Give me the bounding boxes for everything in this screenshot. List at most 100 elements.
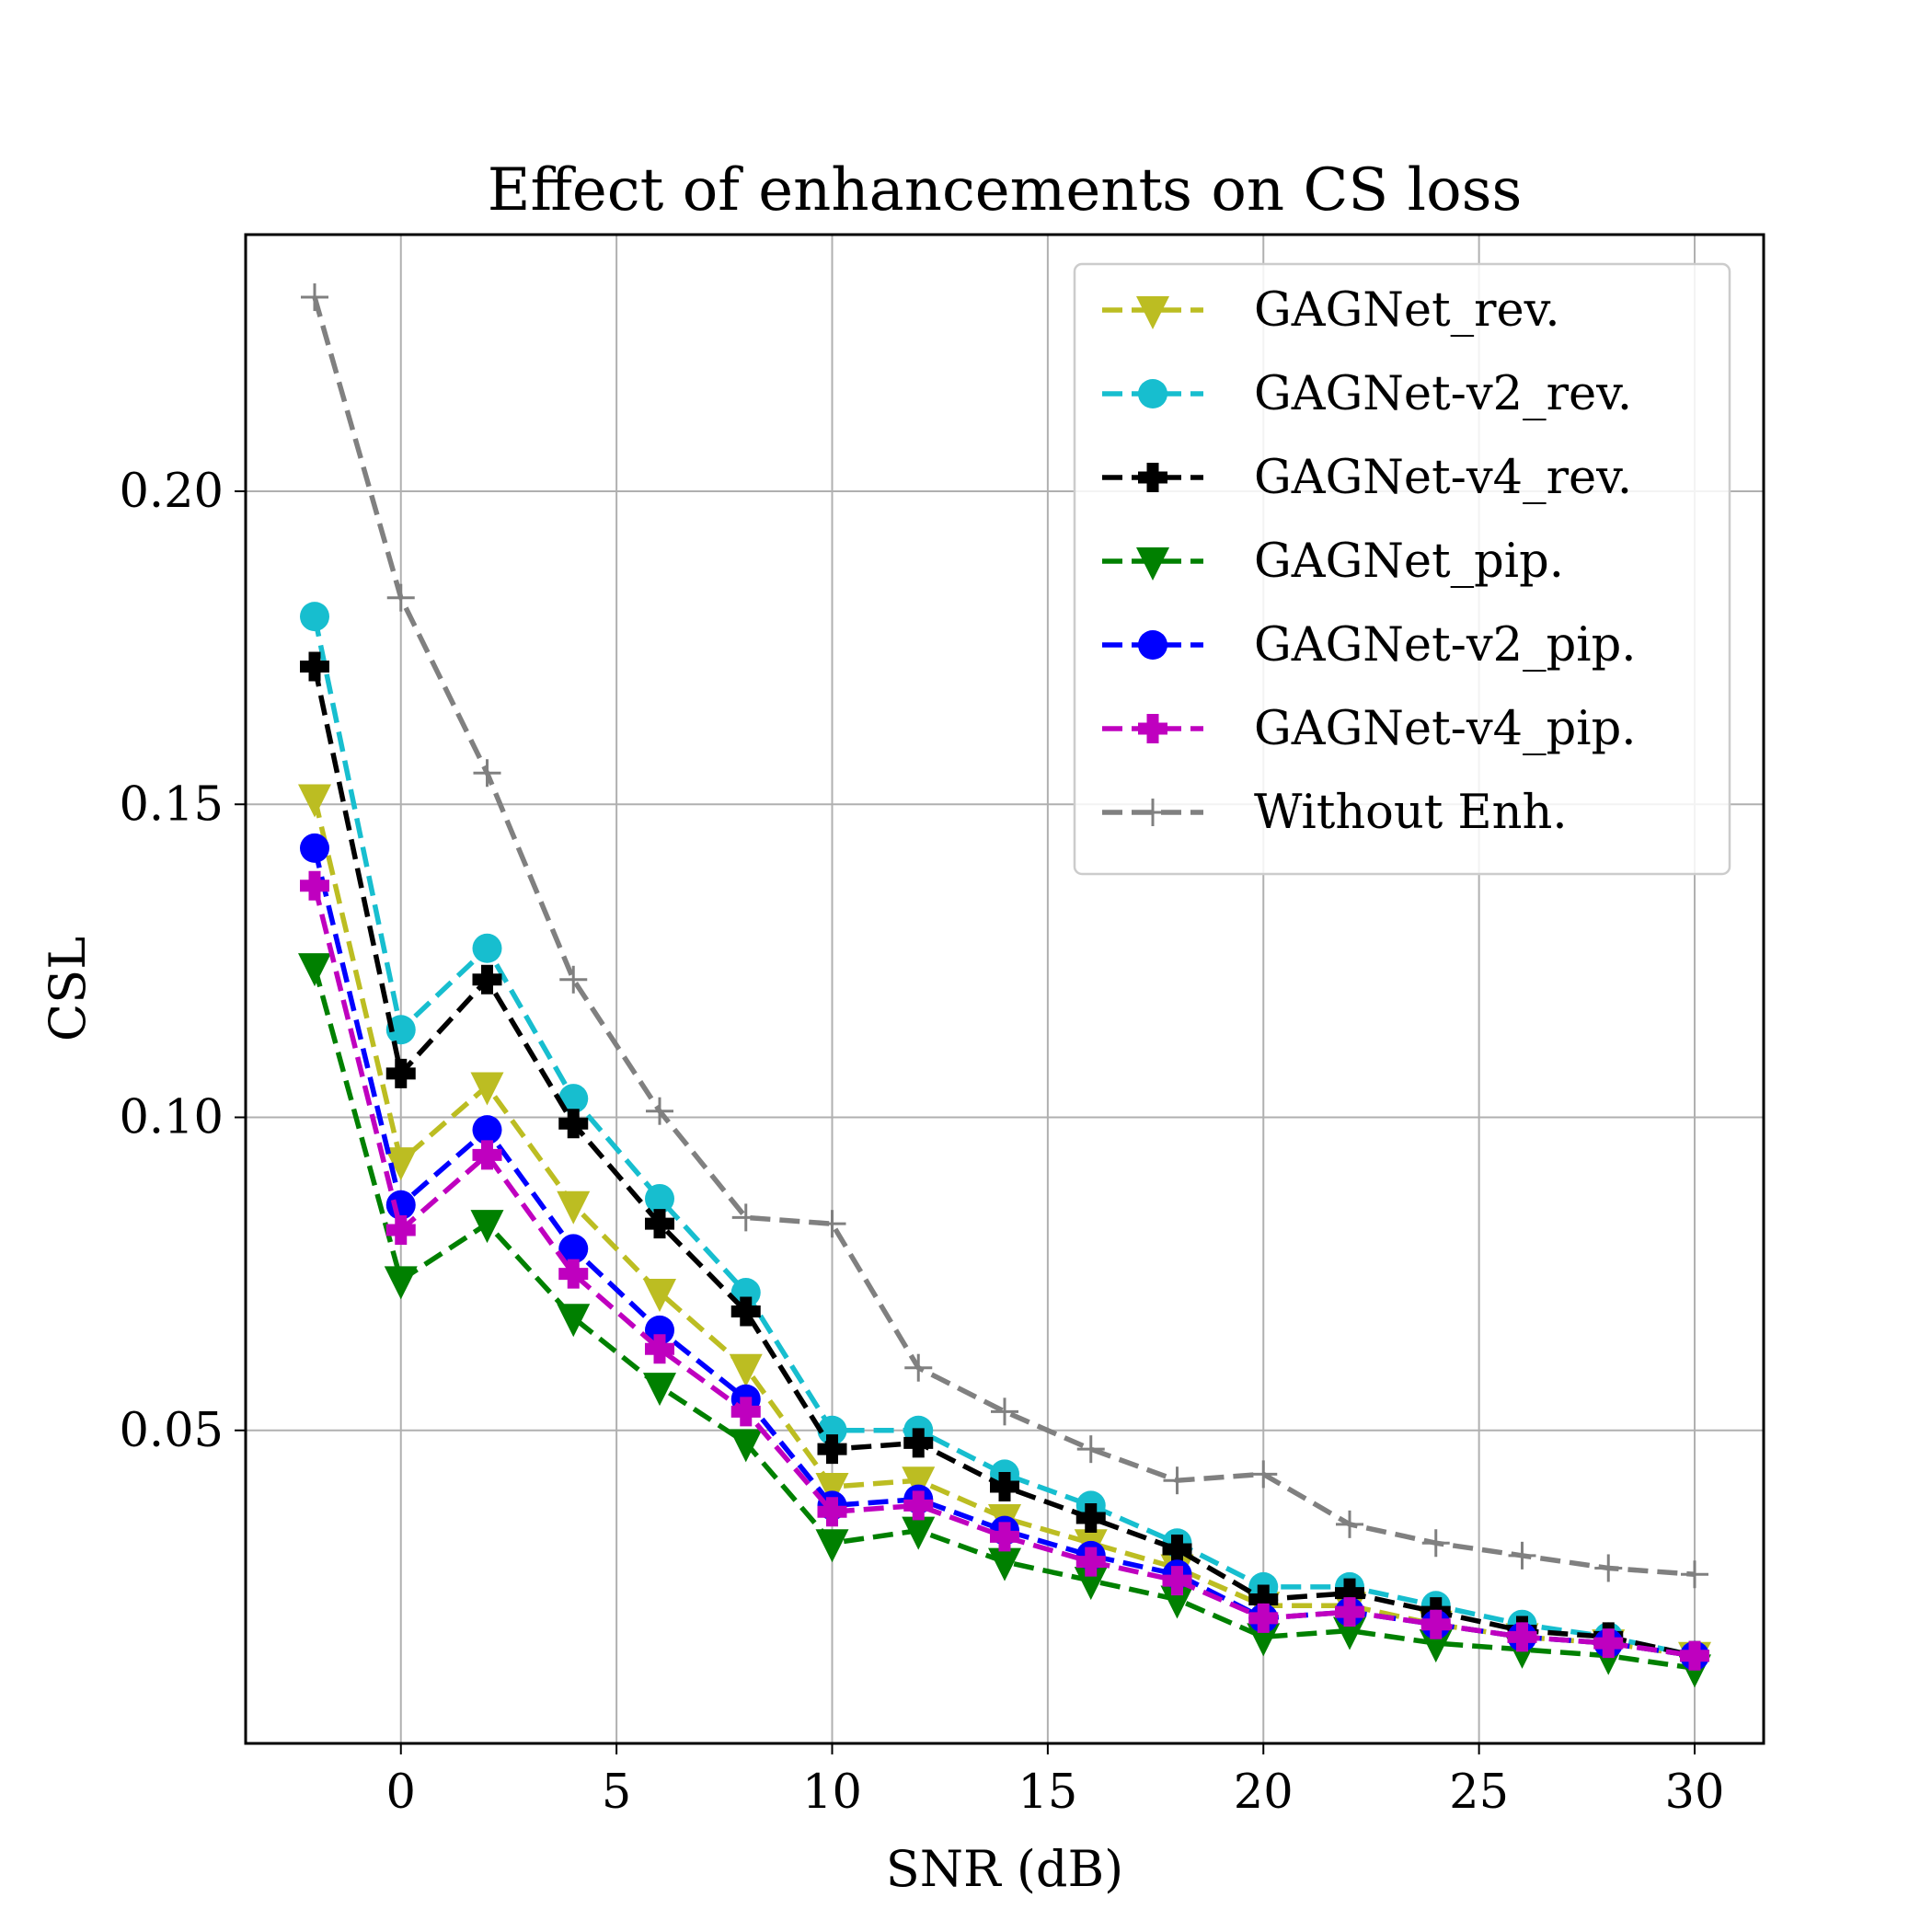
data-point [1593, 1628, 1624, 1659]
data-point [385, 1058, 416, 1088]
data-point [817, 1434, 847, 1465]
data-point [470, 1210, 504, 1244]
x-axis: 0 5 10 15 20 25 30 [386, 1743, 1725, 1820]
x-tick-label: 5 [602, 1765, 631, 1820]
data-point [470, 1072, 504, 1106]
data-point [1680, 1640, 1709, 1671]
data-point [990, 1522, 1019, 1552]
data-point [645, 1183, 674, 1213]
data-point [1074, 1567, 1108, 1601]
data-point [558, 1234, 589, 1264]
legend-item: GAGNet-v2_pip. [1102, 618, 1636, 673]
data-point [472, 933, 502, 963]
x-tick-label: 25 [1449, 1765, 1509, 1820]
data-point [472, 1115, 502, 1145]
data-point [298, 953, 331, 987]
data-point [1335, 1597, 1364, 1627]
x-tick-label: 10 [802, 1765, 862, 1820]
data-point [300, 651, 329, 682]
legend-box [1073, 262, 1731, 876]
y-axis-label: CSL [39, 937, 97, 1041]
data-point [557, 1190, 591, 1225]
data-point [815, 1472, 849, 1506]
chart-title: Effect of enhancements on CS loss [488, 156, 1523, 224]
data-point [643, 1279, 676, 1313]
data-point [902, 1466, 936, 1501]
data-point [1160, 1585, 1194, 1619]
data-point [731, 1203, 760, 1232]
y-tick-label: 0.15 [119, 777, 224, 832]
series-7 [301, 283, 1708, 1589]
data-point [1247, 1623, 1281, 1657]
series-line [312, 615, 1696, 1659]
legend-item: Without Enh. [1102, 786, 1568, 840]
data-point [817, 1497, 847, 1527]
data-point [730, 1397, 761, 1427]
series-line [312, 296, 1696, 1578]
data-point [386, 583, 415, 612]
data-point [1136, 547, 1169, 581]
data-point [558, 1109, 589, 1139]
data-point [988, 1547, 1021, 1581]
data-point [817, 1415, 847, 1445]
legend-label: GAGNet_pip. [1254, 535, 1564, 589]
data-point [558, 1259, 589, 1289]
data-point [729, 1353, 763, 1387]
data-point [646, 1097, 673, 1125]
data-point [1594, 1554, 1623, 1582]
series-line [312, 885, 1696, 1659]
series-6 [300, 870, 1709, 1671]
legend-label: GAGNet-v4_rev. [1254, 451, 1632, 505]
data-point [645, 1315, 674, 1345]
data-point [1419, 1629, 1453, 1663]
data-point [903, 1428, 934, 1458]
data-point [1075, 1547, 1106, 1577]
data-point [902, 1516, 936, 1550]
series-layer [298, 283, 1711, 1688]
data-point [1248, 1603, 1279, 1633]
data-point [1075, 1503, 1106, 1534]
data-point [1336, 1510, 1363, 1538]
data-point [1333, 1616, 1366, 1650]
data-point [1138, 714, 1167, 743]
data-point [384, 1147, 418, 1181]
data-point [385, 1190, 416, 1220]
x-tick-label: 0 [386, 1765, 416, 1820]
data-point [818, 1210, 846, 1238]
data-point [472, 964, 502, 995]
data-point [1076, 1435, 1105, 1464]
data-point [1138, 463, 1167, 492]
data-point [1681, 1560, 1708, 1589]
data-point [1138, 630, 1167, 660]
data-point [558, 1084, 589, 1114]
data-point [1421, 1529, 1450, 1558]
data-point [559, 965, 588, 994]
legend-label: Without Enh. [1254, 786, 1568, 840]
legend-item: GAGNet-v2_rev. [1102, 367, 1632, 421]
data-point [1139, 799, 1167, 826]
legend-item: GAGNet_rev. [1102, 283, 1560, 338]
legend-label: GAGNet-v2_rev. [1254, 367, 1632, 421]
data-point [1136, 296, 1169, 329]
y-tick-label: 0.10 [119, 1091, 224, 1145]
data-point [1249, 1460, 1278, 1489]
data-point [298, 784, 331, 818]
data-point [903, 1490, 934, 1521]
data-point [300, 833, 329, 863]
data-point [990, 1471, 1019, 1501]
data-point [472, 1140, 502, 1170]
data-point [300, 870, 329, 901]
data-point [300, 602, 329, 632]
data-point [645, 1334, 674, 1364]
data-point [729, 1429, 763, 1463]
data-point [1162, 1566, 1192, 1596]
data-point [557, 1304, 591, 1338]
plot-frame [244, 233, 1765, 1745]
data-point [1163, 1466, 1191, 1495]
x-axis-label: SNR (dB) [886, 1840, 1123, 1898]
legend-label: GAGNet-v2_pip. [1254, 618, 1636, 673]
data-point [815, 1529, 849, 1563]
x-tick-label: 30 [1665, 1765, 1725, 1820]
data-point [730, 1278, 761, 1308]
